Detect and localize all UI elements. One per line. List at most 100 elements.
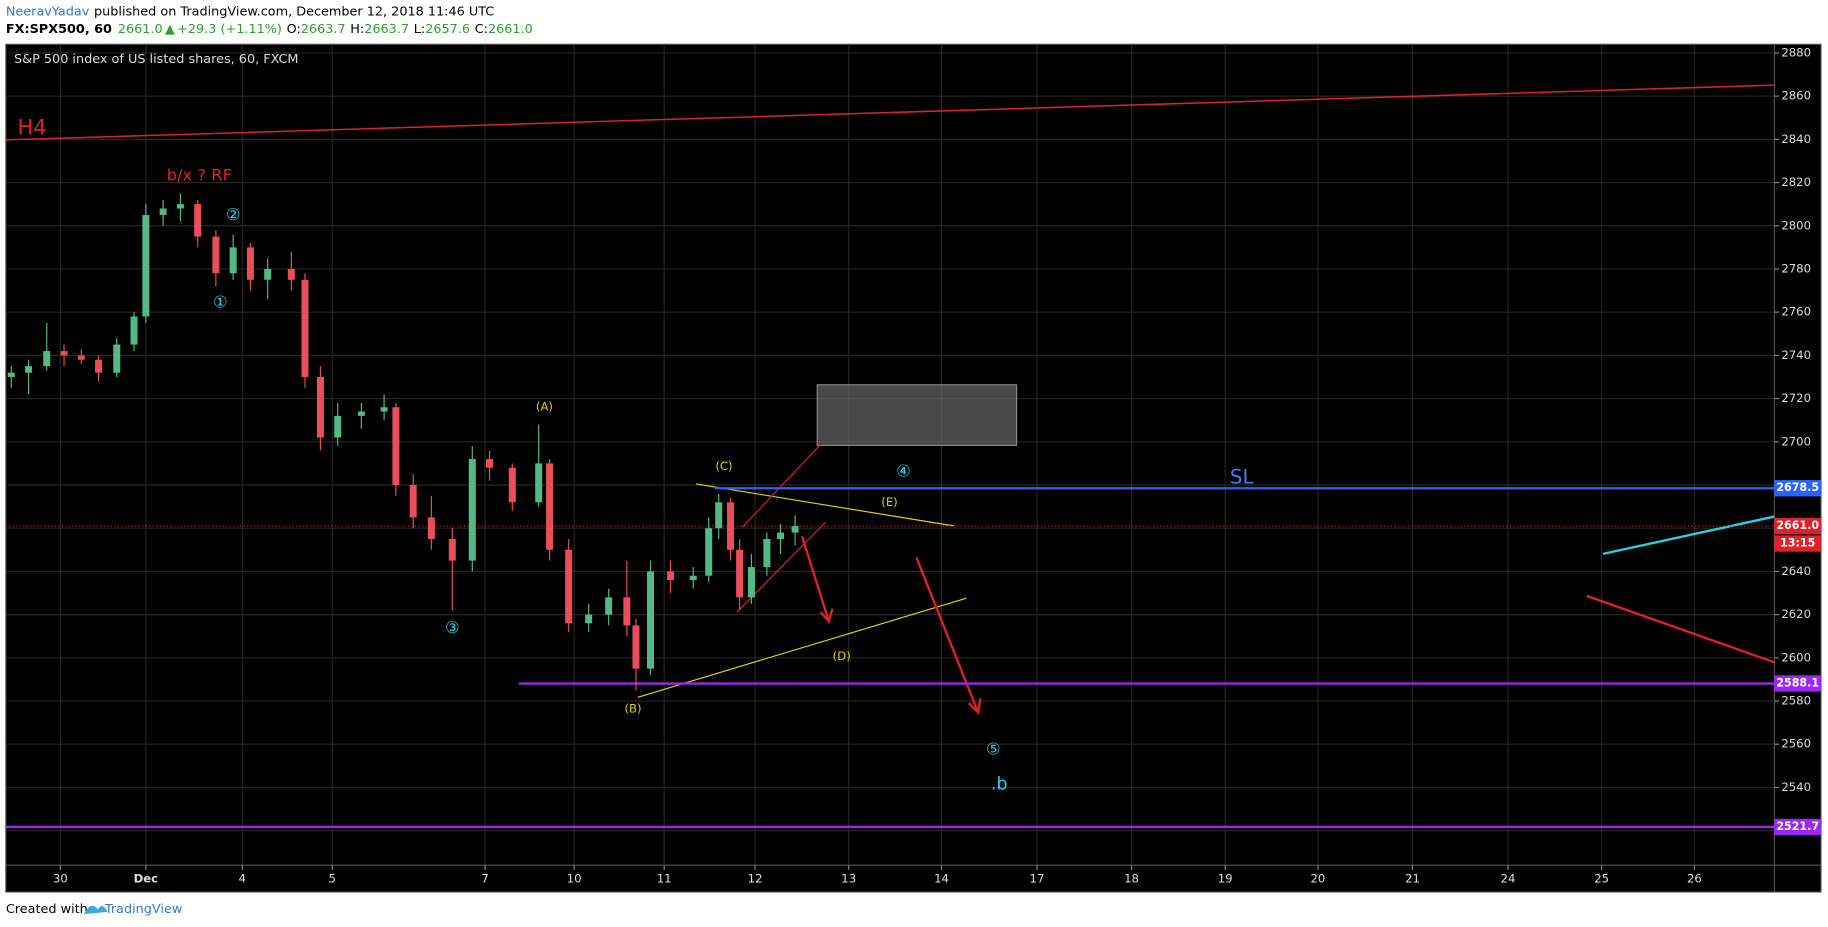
level-label: 2521.7 <box>1776 820 1819 833</box>
levels <box>5 487 1775 829</box>
arrow[interactable] <box>915 556 980 713</box>
annotation[interactable]: SL <box>1230 466 1254 489</box>
x-tick-label: 4 <box>239 872 246 886</box>
candle-body <box>689 575 697 581</box>
candle-body <box>705 528 713 576</box>
candle-body <box>392 407 400 485</box>
y-tick-label: 2800 <box>1781 218 1811 232</box>
wave-label[interactable]: ③ <box>445 618 460 637</box>
candle-body <box>409 484 417 518</box>
candle-body <box>632 625 640 669</box>
wave-label[interactable]: (D) <box>833 649 851 663</box>
wave-label[interactable]: (B) <box>625 701 642 715</box>
x-tick-label: 5 <box>329 872 336 886</box>
target-box[interactable] <box>816 384 1018 447</box>
y-tick-label: 2620 <box>1781 607 1811 621</box>
x-tick-label: 10 <box>567 872 582 886</box>
candle-body <box>60 351 68 356</box>
y-tick-label: 2560 <box>1781 737 1811 751</box>
x-tick-label: 24 <box>1501 872 1516 886</box>
candle-body <box>747 567 755 598</box>
candle-body <box>334 415 342 438</box>
wave-label[interactable]: ② <box>226 205 241 224</box>
trend-line[interactable] <box>5 84 1775 141</box>
footer-brand[interactable]: TradingView <box>104 902 182 917</box>
footer-text: Created with <box>6 902 88 917</box>
candle-body <box>791 526 799 533</box>
candle-body <box>468 459 476 561</box>
candle-body <box>565 549 573 624</box>
chart-title: S&P 500 index of US listed shares, 60, F… <box>14 52 298 67</box>
y-tick-label: 2740 <box>1781 348 1811 362</box>
candle-body <box>7 372 15 377</box>
candle-body <box>316 376 324 438</box>
annotation[interactable]: .b <box>991 775 1008 795</box>
author[interactable]: NeeravYadav <box>6 4 90 19</box>
x-tick-label: 26 <box>1687 872 1702 886</box>
candle-body <box>647 571 655 669</box>
candle-body <box>486 459 494 468</box>
x-tick-label: 19 <box>1218 872 1233 886</box>
wave-label[interactable]: ④ <box>896 462 911 481</box>
trend-line[interactable] <box>742 443 822 528</box>
x-tick-label: 25 <box>1594 872 1609 886</box>
price-badge <box>1774 517 1822 535</box>
candle-body <box>212 236 220 274</box>
x-tick-label: Dec <box>134 872 159 886</box>
candle-body <box>142 214 150 317</box>
change: +29.3 (+1.11%) <box>177 22 282 37</box>
x-tick-label: 14 <box>934 872 949 886</box>
ohlc-value: 2663.7 <box>364 22 409 37</box>
trend-line[interactable] <box>1586 594 1775 664</box>
candle-body <box>605 597 613 615</box>
level-label: 2588.1 <box>1776 677 1819 690</box>
y-tick-label: 2880 <box>1781 45 1811 59</box>
header-line: NeeravYadav published on TradingView.com,… <box>6 4 494 19</box>
wave-label[interactable]: (C) <box>715 459 732 473</box>
annotation[interactable]: b/x ? RF <box>167 166 232 185</box>
arrow[interactable] <box>800 536 831 622</box>
annotation[interactable]: H4 <box>17 115 46 139</box>
countdown: 13:15 <box>1780 537 1815 550</box>
candle-body <box>357 411 365 416</box>
y-tick-label: 2600 <box>1781 650 1811 664</box>
y-tick-label: 2820 <box>1781 175 1811 189</box>
triangle-line[interactable] <box>637 597 967 698</box>
candle-body <box>77 355 85 360</box>
arrow-head <box>967 698 982 715</box>
candle-body <box>427 517 435 540</box>
candle-body <box>194 204 202 237</box>
candle-body <box>448 539 456 561</box>
price-label: 2661.0 <box>1776 519 1819 532</box>
ohlc-value: 2661.0 <box>488 22 533 37</box>
candle-body <box>246 247 254 280</box>
candle-body <box>508 467 516 503</box>
triangle-line[interactable] <box>695 483 954 527</box>
annotations: H4 b/x ? RF ② ① ③ ④ ⑤ .b SL (A) (B) (C) … <box>17 115 1253 794</box>
candle-body <box>25 366 33 373</box>
candle-body <box>176 204 184 209</box>
candle-body <box>264 268 272 280</box>
symbol: FX:SPX500, 60 <box>6 22 112 37</box>
wave-label[interactable]: (E) <box>881 495 897 509</box>
wave-label[interactable]: ⑤ <box>986 739 1001 758</box>
trend-line[interactable] <box>1602 515 1775 556</box>
y-tick-label: 2700 <box>1781 434 1811 448</box>
candle-body <box>287 268 295 280</box>
published: published on TradingView.com, December 1… <box>94 4 494 19</box>
y-tick-label: 2780 <box>1781 261 1811 275</box>
x-tick-label: 13 <box>841 872 856 886</box>
chart-panel <box>5 43 1822 893</box>
countdown-badge <box>1774 535 1822 552</box>
wave-label[interactable]: ① <box>213 293 228 312</box>
y-tick-label: 2840 <box>1781 132 1811 146</box>
level-badge <box>1774 818 1822 836</box>
grid <box>5 44 1775 866</box>
level-badge <box>1774 480 1822 497</box>
x-tick-label: 20 <box>1311 872 1326 886</box>
wave-label[interactable]: (A) <box>536 399 553 413</box>
candle-body <box>229 247 237 274</box>
ohlc-label: C: <box>475 22 488 37</box>
level-label: 2678.5 <box>1776 481 1819 494</box>
